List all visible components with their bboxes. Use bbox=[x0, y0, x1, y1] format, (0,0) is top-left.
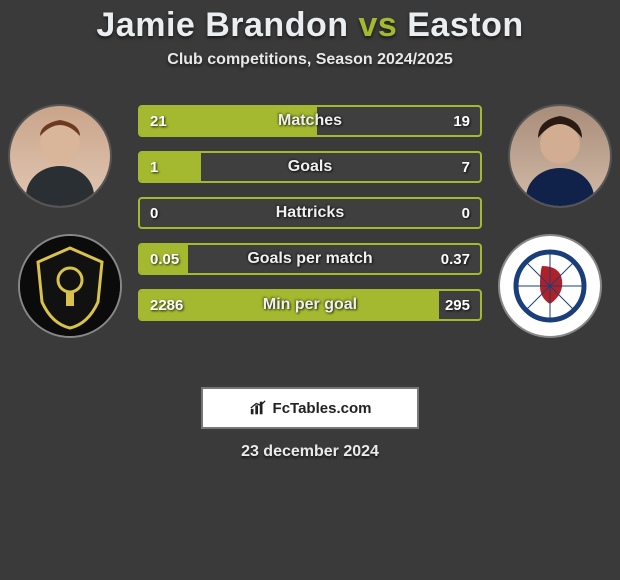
stat-row: 2286295Min per goal bbox=[138, 289, 482, 321]
stat-row: 2119Matches bbox=[138, 105, 482, 137]
source-brand: FcTables.com bbox=[201, 387, 419, 429]
comparison-title: Jamie Brandon vs Easton bbox=[0, 6, 620, 45]
stat-label: Goals per match bbox=[140, 245, 480, 273]
stat-bar: 0.050.37Goals per match bbox=[138, 243, 482, 275]
club-right-badge bbox=[498, 234, 602, 338]
stat-bar: 17Goals bbox=[138, 151, 482, 183]
chart-icon bbox=[249, 399, 267, 417]
vs-label: vs bbox=[358, 6, 397, 44]
stat-label: Matches bbox=[140, 107, 480, 135]
comparison-stage: 2119Matches 17Goals 00Hattricks 0.050.37Goa… bbox=[0, 99, 620, 369]
club-left-badge bbox=[18, 234, 122, 338]
stat-bar: 2119Matches bbox=[138, 105, 482, 137]
stat-bars: 2119Matches 17Goals 00Hattricks 0.050.37Goa… bbox=[138, 105, 482, 335]
stat-bar: 00Hattricks bbox=[138, 197, 482, 229]
stat-label: Goals bbox=[140, 153, 480, 181]
stat-row: 0.050.37Goals per match bbox=[138, 243, 482, 275]
player-left-avatar bbox=[8, 104, 112, 208]
stat-label: Hattricks bbox=[140, 199, 480, 227]
player-left-name: Jamie Brandon bbox=[96, 6, 348, 44]
stat-label: Min per goal bbox=[140, 291, 480, 319]
stat-bar: 2286295Min per goal bbox=[138, 289, 482, 321]
season-subtitle: Club competitions, Season 2024/2025 bbox=[0, 51, 620, 69]
stat-row: 00Hattricks bbox=[138, 197, 482, 229]
player-right-name: Easton bbox=[407, 6, 523, 44]
brand-text: FcTables.com bbox=[273, 400, 372, 417]
player-right-avatar bbox=[508, 104, 612, 208]
snapshot-date: 23 december 2024 bbox=[0, 443, 620, 461]
stat-row: 17Goals bbox=[138, 151, 482, 183]
